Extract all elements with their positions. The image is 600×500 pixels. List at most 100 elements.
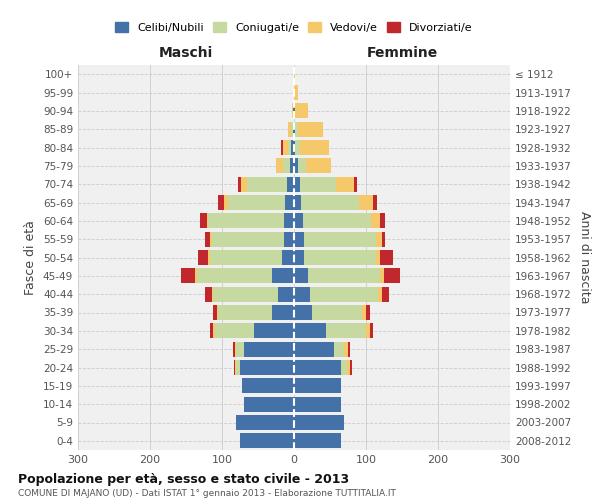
Bar [304, 250, 376, 265]
Bar [290, 158, 294, 174]
Bar [312, 305, 362, 320]
Bar [334, 342, 344, 356]
Bar [294, 66, 295, 82]
Bar [236, 360, 240, 375]
Bar [236, 415, 294, 430]
Bar [294, 250, 304, 265]
Bar [294, 85, 298, 100]
Bar [254, 324, 294, 338]
Bar [373, 195, 377, 210]
Bar [242, 378, 294, 394]
Bar [294, 434, 341, 448]
Bar [294, 378, 341, 394]
Bar [344, 342, 348, 356]
Bar [284, 214, 294, 228]
Bar [294, 195, 301, 210]
Bar [210, 250, 282, 265]
Bar [207, 214, 208, 228]
Bar [205, 286, 212, 302]
Bar [294, 232, 304, 246]
Bar [214, 286, 278, 302]
Bar [382, 232, 385, 246]
Bar [348, 342, 350, 356]
Legend: Celibi/Nubili, Coniugati/e, Vedovi/e, Divorziati/e: Celibi/Nubili, Coniugati/e, Vedovi/e, Di… [110, 16, 478, 38]
Bar [294, 268, 308, 283]
Bar [240, 434, 294, 448]
Bar [235, 342, 236, 356]
Bar [294, 214, 302, 228]
Bar [228, 195, 286, 210]
Bar [294, 324, 326, 338]
Bar [378, 286, 382, 302]
Bar [310, 286, 378, 302]
Bar [217, 305, 218, 320]
Bar [215, 324, 254, 338]
Bar [362, 305, 366, 320]
Bar [298, 122, 323, 136]
Bar [302, 214, 371, 228]
Bar [294, 104, 295, 118]
Bar [382, 286, 389, 302]
Bar [294, 305, 312, 320]
Bar [236, 342, 244, 356]
Bar [292, 104, 293, 118]
Bar [291, 122, 293, 136]
Bar [281, 140, 283, 155]
Bar [380, 268, 384, 283]
Bar [376, 250, 380, 265]
Bar [300, 140, 329, 155]
Bar [208, 250, 210, 265]
Bar [295, 140, 300, 155]
Bar [341, 360, 347, 375]
Bar [380, 214, 385, 228]
Bar [287, 176, 294, 192]
Bar [282, 250, 294, 265]
Bar [294, 122, 295, 136]
Bar [336, 176, 354, 192]
Bar [233, 342, 235, 356]
Bar [276, 158, 283, 174]
Y-axis label: Anni di nascita: Anni di nascita [578, 211, 591, 304]
Bar [301, 195, 359, 210]
Bar [208, 214, 284, 228]
Bar [233, 360, 235, 375]
Bar [295, 122, 298, 136]
Bar [214, 324, 215, 338]
Bar [304, 232, 376, 246]
Bar [224, 195, 228, 210]
Bar [212, 232, 284, 246]
Bar [286, 195, 294, 210]
Bar [294, 360, 341, 375]
Bar [354, 176, 358, 192]
Bar [283, 140, 288, 155]
Bar [294, 396, 341, 411]
Text: Popolazione per età, sesso e stato civile - 2013: Popolazione per età, sesso e stato civil… [18, 472, 349, 486]
Bar [283, 158, 290, 174]
Bar [240, 360, 294, 375]
Bar [366, 305, 370, 320]
Bar [384, 268, 400, 283]
Bar [347, 360, 350, 375]
Bar [350, 360, 352, 375]
Bar [197, 250, 208, 265]
Bar [295, 104, 308, 118]
Bar [205, 232, 211, 246]
Bar [298, 158, 306, 174]
Y-axis label: Fasce di età: Fasce di età [25, 220, 37, 295]
Bar [380, 250, 392, 265]
Bar [244, 342, 294, 356]
Bar [272, 305, 294, 320]
Bar [326, 324, 366, 338]
Bar [293, 104, 294, 118]
Bar [200, 214, 207, 228]
Bar [241, 176, 247, 192]
Bar [371, 214, 380, 228]
Bar [197, 268, 272, 283]
Bar [294, 342, 334, 356]
Text: Maschi: Maschi [159, 46, 213, 60]
Bar [218, 195, 224, 210]
Bar [293, 122, 294, 136]
Bar [278, 286, 294, 302]
Bar [308, 268, 380, 283]
Text: Femmine: Femmine [367, 46, 437, 60]
